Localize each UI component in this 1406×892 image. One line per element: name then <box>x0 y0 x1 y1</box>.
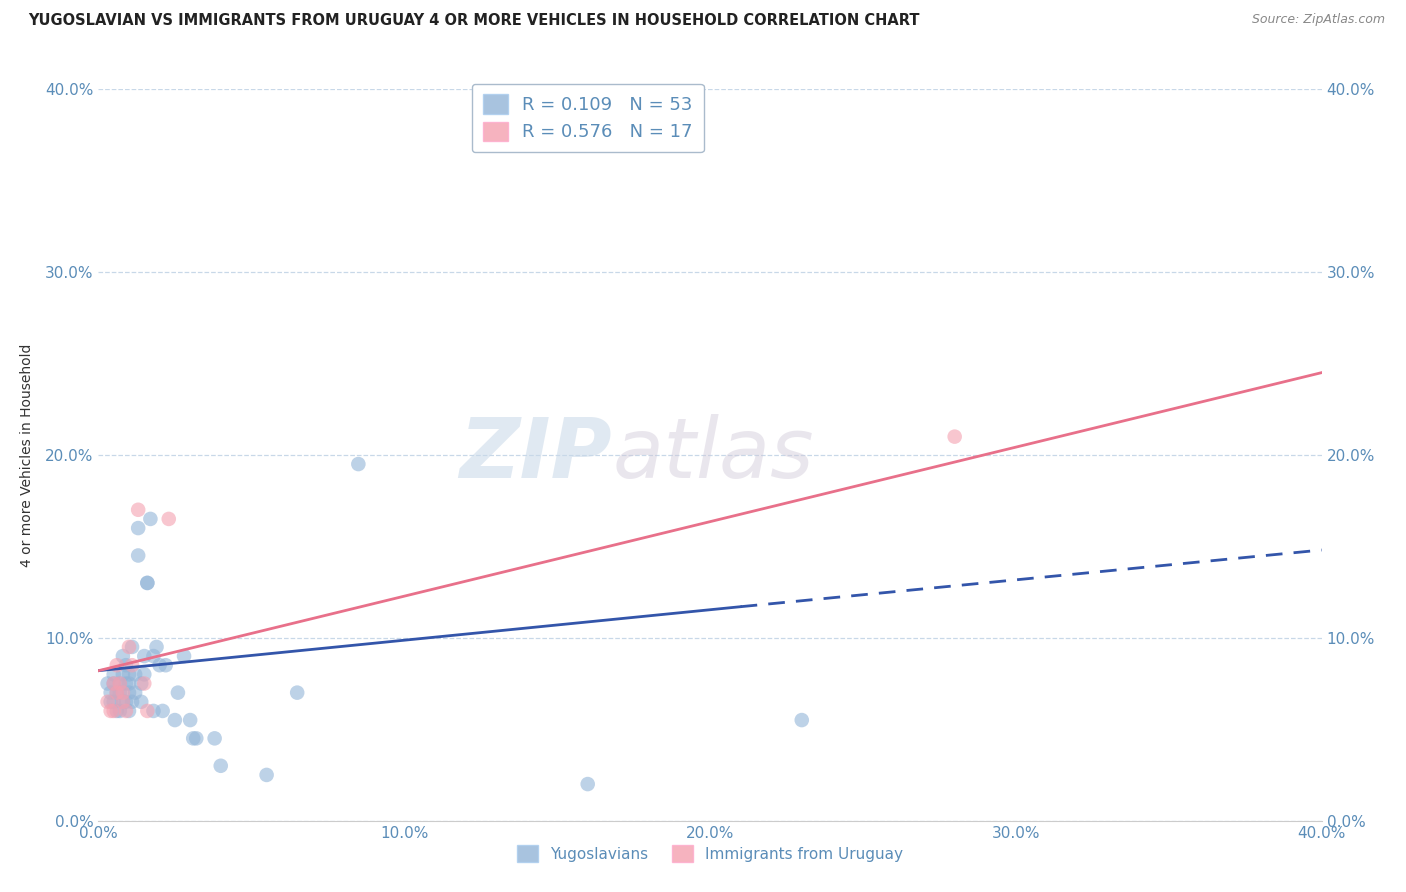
Point <box>576 777 599 791</box>
Point <box>149 658 172 673</box>
Point <box>108 676 131 690</box>
Point <box>285 685 308 699</box>
Point <box>139 512 162 526</box>
Point <box>108 704 131 718</box>
Point <box>108 676 131 690</box>
Point <box>209 758 232 772</box>
Point <box>204 731 226 746</box>
Point <box>97 676 120 690</box>
Point <box>105 685 128 699</box>
Point <box>100 704 122 718</box>
Legend: Yugoslavians, Immigrants from Uruguay: Yugoslavians, Immigrants from Uruguay <box>510 839 910 868</box>
Point <box>118 685 141 699</box>
Point <box>121 695 143 709</box>
Text: Source: ZipAtlas.com: Source: ZipAtlas.com <box>1251 13 1385 27</box>
Point <box>256 768 278 782</box>
Point <box>943 430 966 444</box>
Point <box>111 685 134 699</box>
Point <box>129 695 152 709</box>
Point <box>181 731 204 746</box>
Point <box>111 695 134 709</box>
Point <box>173 649 195 664</box>
Point <box>790 713 813 727</box>
Point <box>111 667 134 681</box>
Point <box>121 640 143 654</box>
Point <box>155 658 177 673</box>
Point <box>152 704 174 718</box>
Point <box>136 576 159 591</box>
Point <box>118 667 141 681</box>
Point <box>118 640 141 654</box>
Point <box>127 549 149 563</box>
Point <box>118 704 141 718</box>
Point <box>103 704 125 718</box>
Point <box>103 676 125 690</box>
Point <box>145 640 167 654</box>
Point <box>136 704 159 718</box>
Point <box>134 667 156 681</box>
Point <box>105 704 128 718</box>
Point <box>134 676 156 690</box>
Point <box>115 676 138 690</box>
Point <box>100 695 122 709</box>
Point <box>136 576 159 591</box>
Point <box>157 512 180 526</box>
Point <box>105 685 128 699</box>
Point <box>121 658 143 673</box>
Point <box>124 667 146 681</box>
Point <box>115 704 138 718</box>
Point <box>115 695 138 709</box>
Point <box>129 676 152 690</box>
Point <box>186 731 208 746</box>
Point <box>134 649 156 664</box>
Point <box>142 649 165 664</box>
Point <box>179 713 201 727</box>
Point <box>167 685 190 699</box>
Point <box>103 676 125 690</box>
Point <box>118 676 141 690</box>
Point <box>105 658 128 673</box>
Text: ZIP: ZIP <box>460 415 612 495</box>
Point <box>142 704 165 718</box>
Point <box>127 502 149 516</box>
Point <box>124 685 146 699</box>
Point <box>100 685 122 699</box>
Point <box>163 713 186 727</box>
Point <box>103 667 125 681</box>
Text: YUGOSLAVIAN VS IMMIGRANTS FROM URUGUAY 4 OR MORE VEHICLES IN HOUSEHOLD CORRELATI: YUGOSLAVIAN VS IMMIGRANTS FROM URUGUAY 4… <box>28 13 920 29</box>
Point <box>347 457 370 471</box>
Point <box>97 695 120 709</box>
Point <box>115 658 138 673</box>
Point <box>108 685 131 699</box>
Point <box>111 695 134 709</box>
Point <box>103 695 125 709</box>
Y-axis label: 4 or more Vehicles in Household: 4 or more Vehicles in Household <box>20 343 34 566</box>
Point <box>111 649 134 664</box>
Text: atlas: atlas <box>612 415 814 495</box>
Point <box>127 521 149 535</box>
